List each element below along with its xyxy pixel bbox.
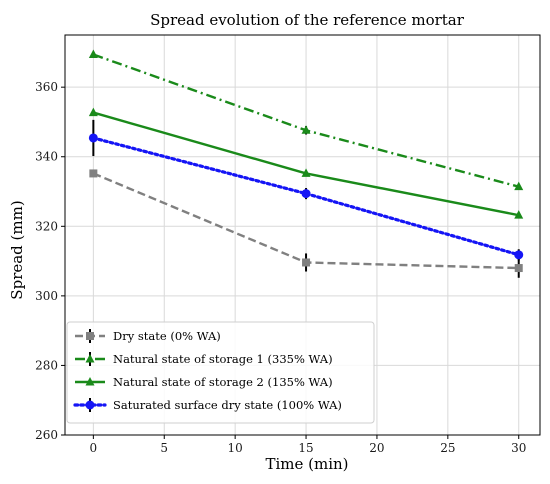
data-point	[514, 210, 524, 219]
legend-marker	[85, 354, 95, 363]
x-tick-label: 0	[90, 441, 98, 455]
x-tick-label: 5	[160, 441, 168, 455]
chart-title: Spread evolution of the reference mortar	[150, 11, 465, 29]
data-point	[88, 107, 98, 117]
data-point	[301, 125, 311, 134]
data-point	[514, 181, 524, 191]
y-tick-label: 280	[35, 358, 58, 372]
data-point	[88, 133, 98, 143]
legend-label: Saturated surface dry state (100% WA)	[113, 398, 342, 412]
y-tick-label: 360	[35, 80, 58, 94]
y-tick-label: 300	[35, 289, 58, 303]
plot-area: 0 5 10 15 20 25 30 260 280 300 320 340 360 Dry state …	[35, 34, 541, 455]
x-tick-label: 30	[511, 441, 526, 455]
x-tick-label: 10	[228, 441, 243, 455]
x-axis-title: Time (min)	[265, 455, 348, 473]
y-tick-label: 260	[35, 428, 58, 442]
legend-marker	[85, 377, 95, 386]
legend-marker	[85, 400, 95, 410]
data-point	[514, 250, 524, 260]
data-point	[301, 168, 311, 177]
legend: Dry state (0% WA) Natural state of storag…	[66, 321, 375, 424]
x-tick-label: 20	[369, 441, 384, 455]
legend-label: Natural state of storage 2 (135% WA)	[113, 375, 333, 389]
legend-marker	[86, 332, 94, 340]
y-tick-label: 340	[35, 150, 58, 164]
data-point	[89, 169, 98, 178]
data-point	[514, 264, 523, 273]
y-tick-label: 320	[35, 219, 58, 233]
plot-frame	[64, 34, 541, 436]
y-axis-title: Spread (mm)	[8, 200, 26, 299]
legend-label: Dry state (0% WA)	[113, 329, 221, 343]
data-point	[301, 189, 311, 199]
legend-label: Natural state of storage 1 (335% WA)	[113, 352, 333, 366]
data-point	[88, 49, 98, 58]
legend-box	[66, 321, 375, 424]
x-tick-label: 15	[298, 441, 313, 455]
data-point	[302, 258, 311, 267]
x-tick-label: 25	[440, 441, 455, 455]
